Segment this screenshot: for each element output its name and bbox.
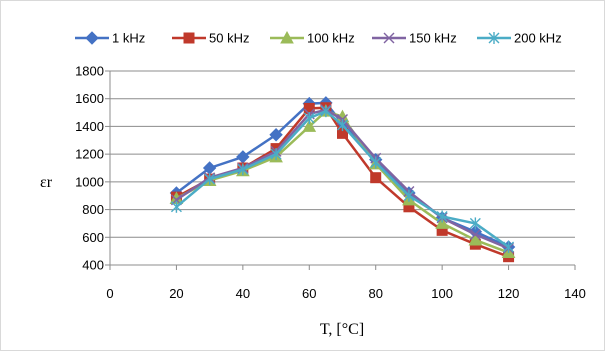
marker-stroke — [383, 32, 395, 44]
data-point — [302, 119, 317, 132]
legend: 1 kHz 50 kHz 100 kHz 150 kHz 200 kHz — [75, 31, 562, 46]
legend-marker — [280, 30, 294, 44]
y-tick-label: 400 — [82, 258, 104, 273]
x-tick-label: 0 — [106, 286, 113, 301]
legend-label: 150 kHz — [409, 31, 457, 46]
data-point — [204, 173, 216, 186]
series-line — [175, 108, 510, 250]
legend-marker — [85, 31, 99, 45]
y-tick-label: 1200 — [75, 147, 104, 162]
y-tick-label: 1800 — [75, 64, 104, 79]
x-tick-label: 140 — [564, 286, 586, 301]
legend-item: 150 kHz — [372, 31, 457, 46]
y-tick-label: 1400 — [75, 119, 104, 134]
legend-label: 50 kHz — [209, 31, 249, 46]
data-point — [436, 210, 448, 223]
data-point — [270, 148, 282, 161]
y-tick-label: 1600 — [75, 91, 104, 106]
y-tick-label: 600 — [82, 230, 104, 245]
data-point — [503, 240, 515, 253]
legend-label: 200 kHz — [514, 31, 562, 46]
data-point — [170, 200, 182, 213]
axes: 400 600 800 1000 1200 1400 1600 1800 0 20 40 60 80 10… — [75, 64, 586, 302]
series-line — [175, 109, 510, 249]
x-tick-label: 120 — [498, 286, 520, 301]
data-point — [403, 189, 415, 202]
y-axis-title: εr — [40, 174, 53, 191]
legend-item: 200 kHz — [477, 31, 562, 46]
data-point — [370, 172, 382, 184]
legend-marker — [183, 32, 195, 44]
data-point — [303, 112, 315, 125]
y-tick-label: 800 — [82, 202, 104, 217]
data-point — [269, 128, 283, 142]
data-point — [469, 217, 481, 230]
data-point — [320, 105, 332, 118]
x-tick-label: 20 — [169, 286, 183, 301]
legend-item: 100 kHz — [270, 31, 355, 46]
y-tick-label: 1000 — [75, 174, 104, 189]
data-point — [337, 119, 348, 132]
legend-marker — [383, 32, 395, 44]
x-axis-title: T, [°C] — [320, 321, 364, 338]
series-200-khz — [170, 105, 515, 253]
data-point — [237, 163, 249, 176]
x-tick-label: 60 — [302, 286, 316, 301]
series-layer — [169, 96, 516, 263]
legend-marker — [488, 32, 500, 44]
data-point — [370, 156, 382, 169]
marker-stroke — [469, 229, 481, 241]
legend-label: 1 kHz — [112, 31, 145, 46]
legend-item: 1 kHz — [75, 31, 145, 46]
x-tick-label: 100 — [431, 286, 453, 301]
data-point — [435, 216, 449, 229]
gridlines — [110, 70, 575, 266]
legend-label: 100 kHz — [307, 31, 355, 46]
data-point — [469, 229, 481, 241]
x-tick-label: 80 — [368, 286, 382, 301]
data-point — [468, 233, 483, 246]
legend-item: 50 kHz — [172, 31, 249, 46]
x-tick-label: 40 — [236, 286, 250, 301]
